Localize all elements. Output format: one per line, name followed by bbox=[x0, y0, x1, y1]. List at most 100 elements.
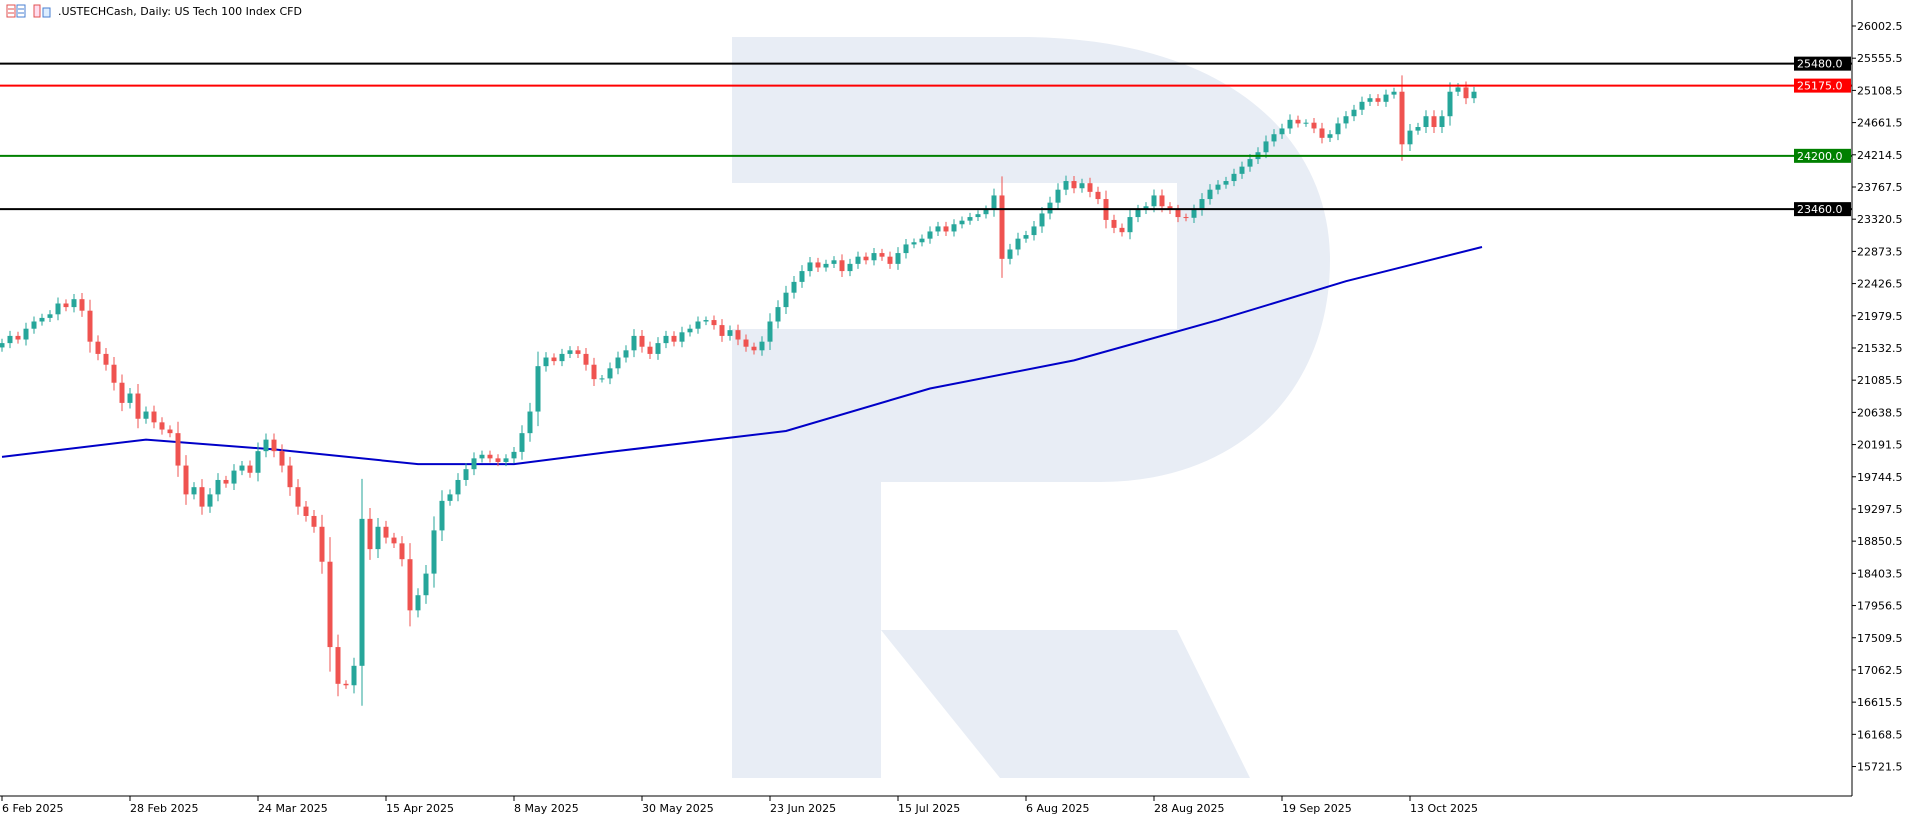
candle-body bbox=[751, 346, 757, 351]
candle bbox=[1263, 135, 1269, 159]
candle bbox=[1191, 204, 1197, 224]
candle bbox=[1375, 94, 1381, 106]
candle bbox=[1423, 110, 1429, 133]
candle bbox=[407, 543, 413, 627]
candle-body bbox=[1247, 159, 1253, 167]
watermark-logo bbox=[586, 37, 1330, 778]
horizontal-levels[interactable] bbox=[0, 62, 1852, 211]
candle-body bbox=[607, 368, 613, 379]
candle-body bbox=[79, 299, 85, 311]
candle-body bbox=[1239, 166, 1245, 174]
y-tick-label: 22873.5 bbox=[1857, 245, 1903, 258]
chart-grid-icon[interactable] bbox=[6, 4, 26, 18]
candle bbox=[351, 657, 357, 694]
candle-body bbox=[1143, 206, 1149, 210]
candle-body bbox=[855, 256, 861, 264]
candle bbox=[271, 433, 277, 458]
candle bbox=[415, 588, 421, 618]
candle bbox=[567, 346, 573, 359]
candle-body bbox=[1415, 127, 1421, 131]
candle bbox=[823, 259, 829, 272]
candle-body bbox=[1231, 173, 1237, 182]
candle-body bbox=[167, 429, 173, 434]
candle bbox=[335, 634, 341, 697]
candle-body bbox=[455, 479, 461, 495]
candle bbox=[1111, 214, 1117, 234]
candle-body bbox=[47, 314, 53, 318]
x-tick-label: 8 May 2025 bbox=[514, 802, 579, 815]
candle-body bbox=[927, 231, 933, 239]
candle bbox=[1055, 183, 1061, 210]
candle bbox=[543, 352, 549, 372]
candle bbox=[39, 313, 45, 326]
candle-body bbox=[287, 465, 293, 488]
candle bbox=[423, 564, 429, 604]
candle bbox=[895, 247, 901, 270]
candle-body bbox=[135, 393, 141, 419]
candle-body bbox=[439, 500, 445, 531]
level-label: 24200.0 bbox=[1797, 150, 1843, 163]
candle bbox=[1063, 175, 1069, 196]
candle bbox=[1471, 86, 1477, 104]
candle-body bbox=[567, 350, 573, 354]
candle bbox=[1087, 177, 1093, 198]
candle-body bbox=[767, 321, 773, 342]
time-axis[interactable]: 6 Feb 2025 28 Feb 2025 24 Mar 2025 15 Apr 2… bbox=[1, 796, 1478, 815]
candle-body bbox=[591, 364, 597, 380]
candle-body bbox=[335, 647, 341, 684]
y-tick-label: 21979.5 bbox=[1857, 310, 1903, 323]
candle bbox=[95, 335, 101, 361]
candle-body bbox=[615, 357, 621, 369]
candle bbox=[1031, 221, 1037, 241]
candle bbox=[1327, 130, 1333, 142]
candle bbox=[1279, 123, 1285, 139]
candle bbox=[1391, 87, 1397, 99]
candle bbox=[967, 212, 973, 225]
candle-body bbox=[735, 330, 741, 340]
candle bbox=[111, 356, 117, 391]
y-tick-label: 22426.5 bbox=[1857, 278, 1903, 291]
candle-body bbox=[815, 262, 821, 268]
candle-body bbox=[183, 465, 189, 495]
candle-body bbox=[711, 320, 717, 326]
candle bbox=[1287, 114, 1293, 134]
level-label-bg bbox=[1794, 56, 1851, 71]
level-label: 25480.0 bbox=[1797, 58, 1843, 71]
candle bbox=[159, 417, 165, 435]
candle bbox=[247, 460, 253, 478]
candle bbox=[295, 479, 301, 515]
candle-body bbox=[671, 335, 677, 342]
candle bbox=[703, 316, 709, 326]
candle bbox=[447, 489, 453, 506]
candle-body bbox=[399, 543, 405, 560]
candle bbox=[759, 336, 765, 356]
candle-body bbox=[1007, 249, 1013, 259]
candle-body bbox=[351, 665, 357, 686]
data-window-icon[interactable] bbox=[32, 4, 52, 18]
y-tick-label: 21532.5 bbox=[1857, 342, 1903, 355]
candle-body bbox=[1343, 116, 1349, 124]
candle bbox=[287, 456, 293, 496]
candle bbox=[1271, 129, 1277, 147]
price-axis[interactable]: 26002.5 25555.5 25108.5 24661.5 24214.5 23767… bbox=[1852, 20, 1903, 774]
candle-body bbox=[1263, 141, 1269, 153]
candle-body bbox=[143, 411, 149, 419]
candle-body bbox=[727, 330, 733, 336]
y-tick-label: 26002.5 bbox=[1857, 20, 1903, 33]
y-tick-label: 25108.5 bbox=[1857, 84, 1903, 97]
candle-body bbox=[431, 530, 437, 574]
candle-body bbox=[1063, 181, 1069, 190]
candle-body bbox=[1367, 98, 1373, 102]
candle bbox=[831, 256, 837, 269]
candle-body bbox=[1207, 189, 1213, 200]
candle-body bbox=[951, 224, 957, 232]
candle-body bbox=[1023, 235, 1029, 239]
candle bbox=[223, 475, 229, 488]
candle bbox=[1175, 204, 1181, 223]
candle bbox=[191, 482, 197, 500]
candle bbox=[1215, 180, 1221, 195]
candle-body bbox=[943, 226, 949, 232]
candle bbox=[1207, 184, 1213, 205]
candle bbox=[743, 334, 749, 352]
